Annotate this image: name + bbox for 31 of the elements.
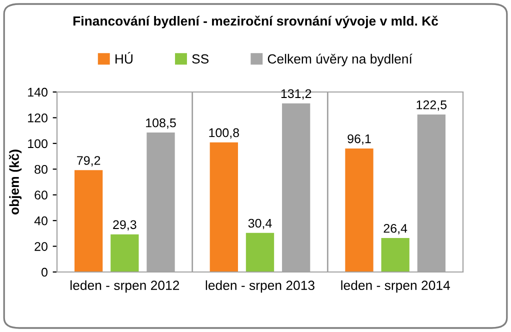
bar bbox=[381, 238, 410, 272]
data-label: 108,5 bbox=[146, 118, 176, 129]
data-label: 26,4 bbox=[384, 224, 408, 234]
y-tick-label: 100 bbox=[28, 139, 48, 148]
data-label: 100,8 bbox=[209, 128, 240, 139]
x-tick-label: leden - srpen 2013 bbox=[206, 280, 314, 293]
y-tick-label: 140 bbox=[28, 88, 48, 97]
y-tick-label: 0 bbox=[42, 268, 48, 277]
y-tick-label: 60 bbox=[34, 190, 48, 200]
x-tick-label: leden - srpen 2012 bbox=[70, 280, 180, 293]
y-tick-label: 120 bbox=[28, 114, 48, 122]
y-tick-label: 80 bbox=[34, 164, 48, 174]
bar bbox=[246, 232, 274, 272]
y-axis-title: objem (kč) bbox=[8, 150, 22, 214]
y-tick-label: 40 bbox=[34, 216, 48, 226]
bar bbox=[210, 142, 238, 272]
data-label: 122,5 bbox=[416, 100, 447, 111]
bar bbox=[74, 170, 103, 272]
chart-title: Financování bydlení - meziroční srovnání vývoje v mld. Kč bbox=[73, 16, 438, 28]
data-label: 79,2 bbox=[77, 156, 100, 166]
data-label: 30,4 bbox=[248, 218, 272, 230]
data-label: 96,1 bbox=[348, 134, 371, 145]
y-tick-label: 20 bbox=[34, 242, 48, 251]
data-label: 29,3 bbox=[113, 220, 136, 231]
legend-label: SS bbox=[192, 54, 209, 64]
bar bbox=[110, 234, 139, 272]
bar bbox=[345, 148, 374, 272]
legend-label: Celkem úvěry na bydlení bbox=[268, 54, 412, 66]
x-tick-label: leden - srpen 2014 bbox=[341, 280, 450, 293]
data-label: 131,2 bbox=[281, 89, 312, 100]
legend-label: HÚ bbox=[116, 52, 132, 64]
